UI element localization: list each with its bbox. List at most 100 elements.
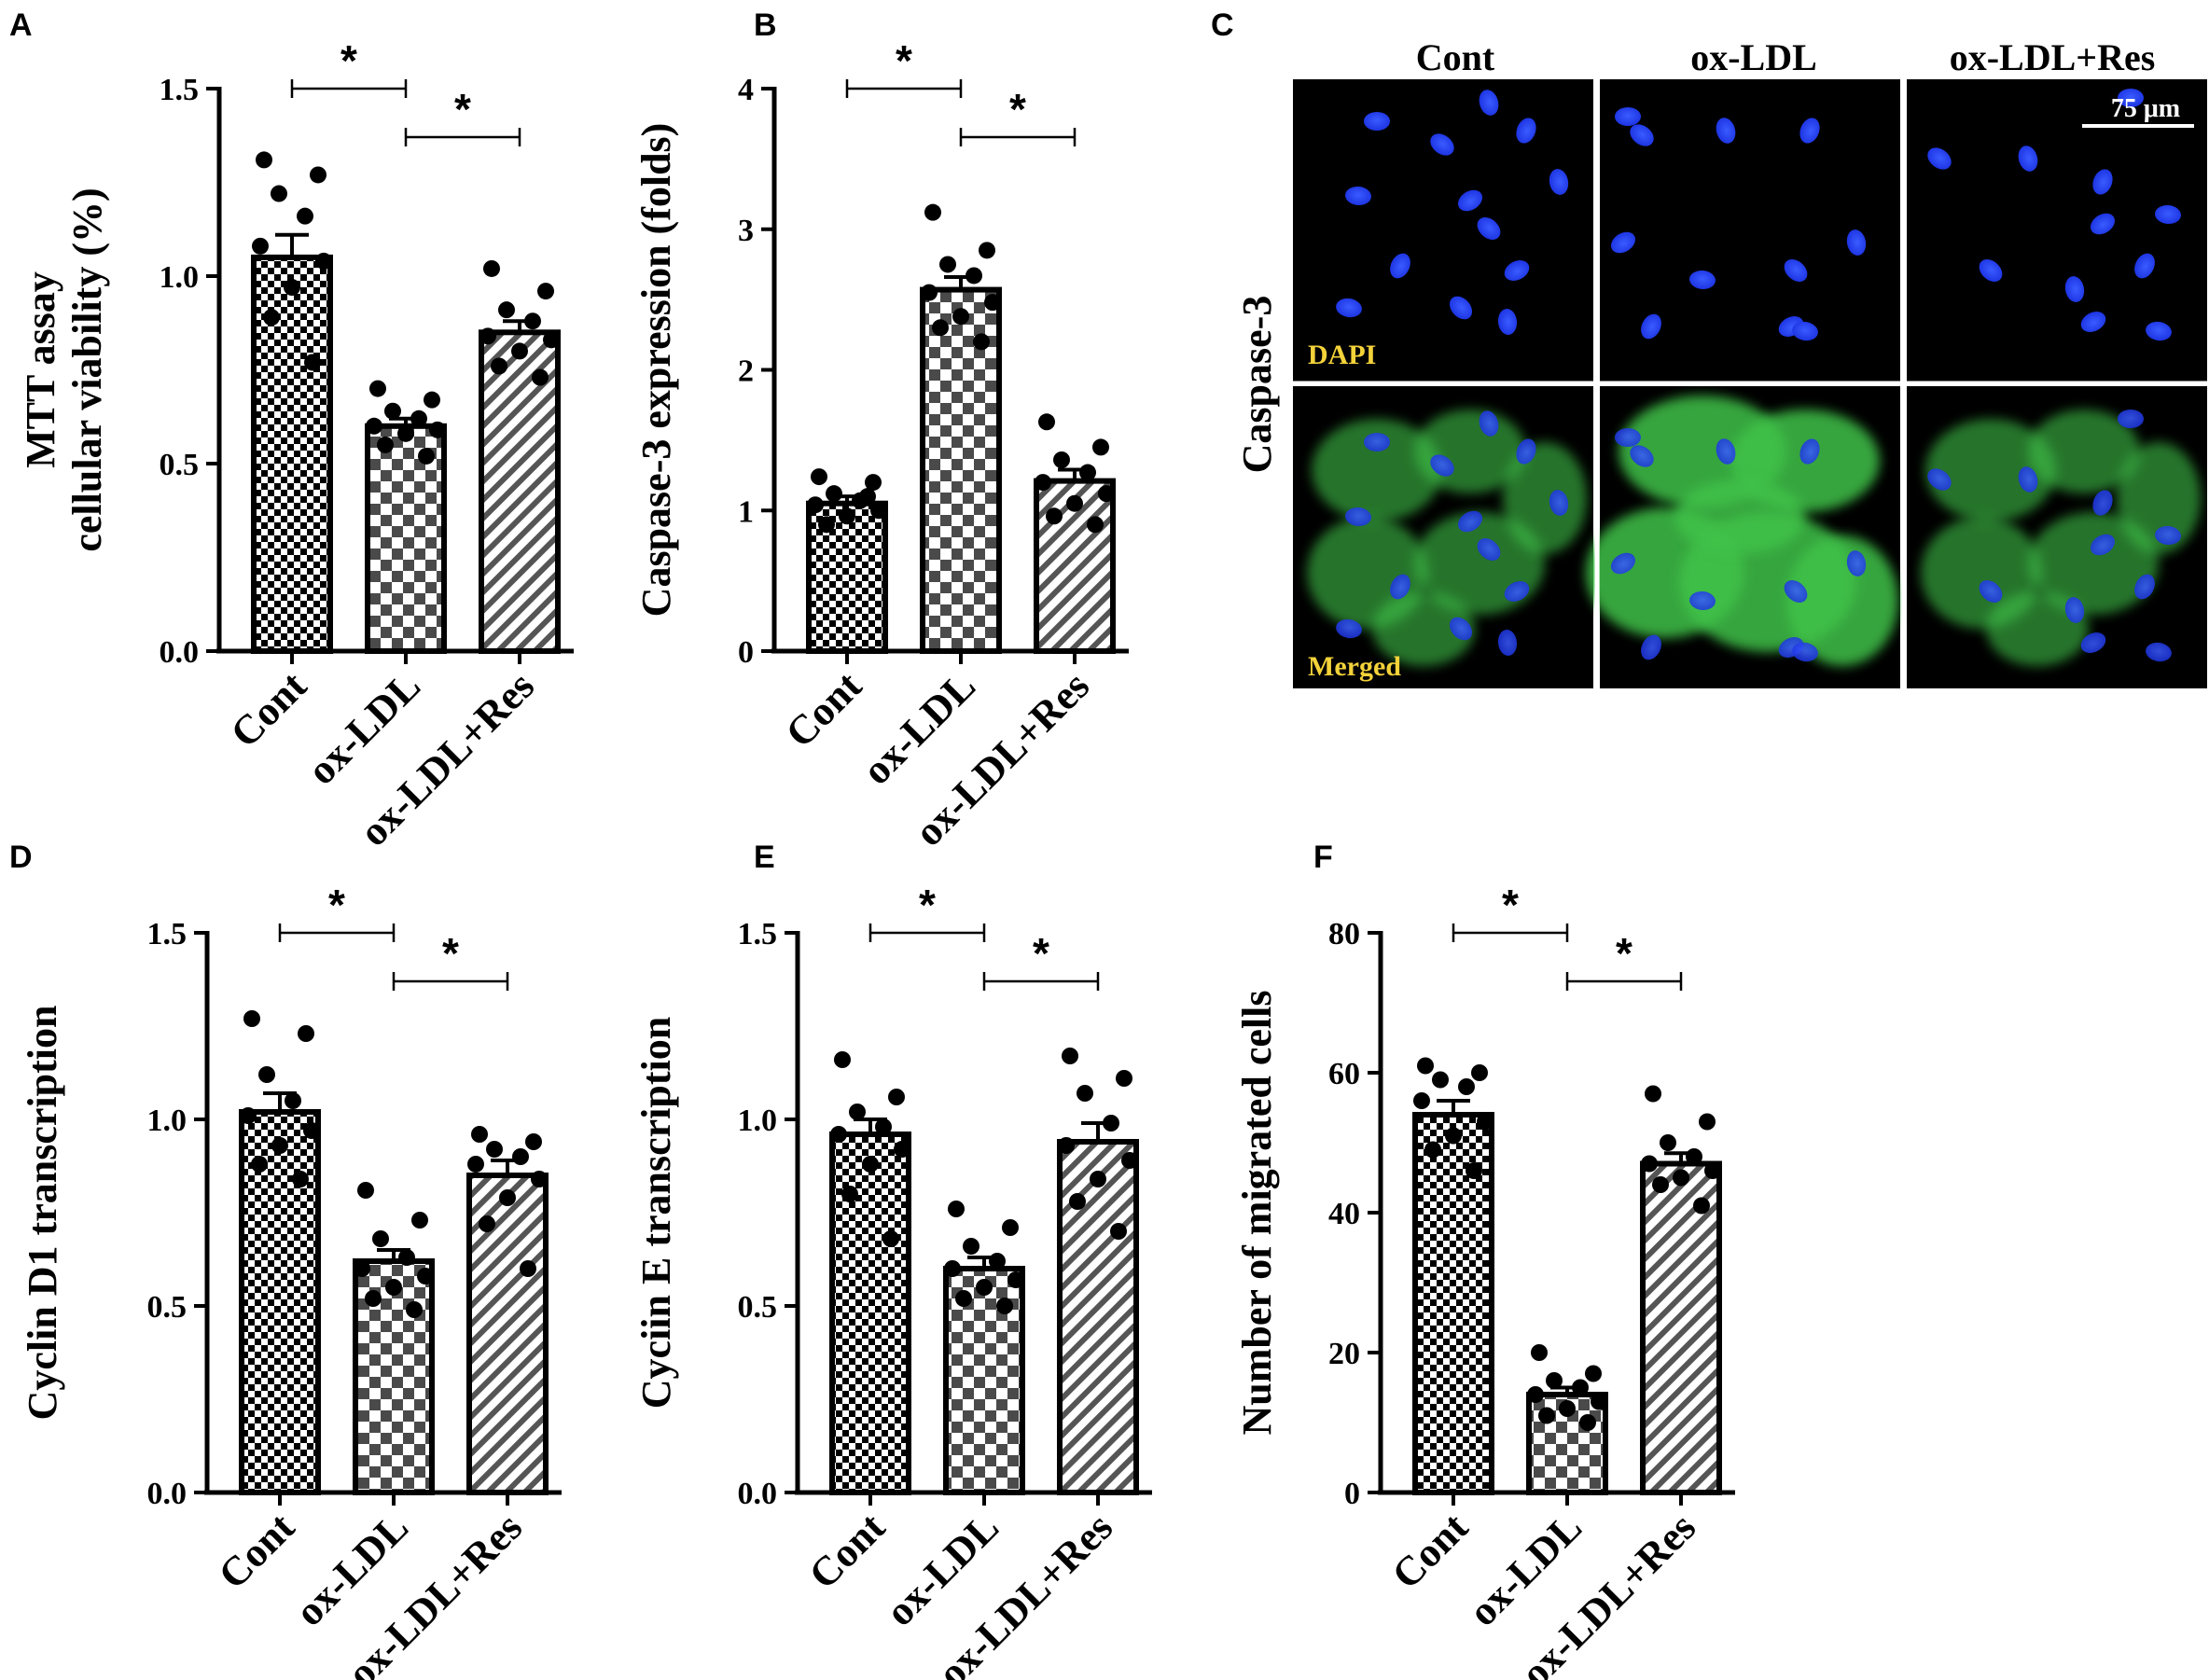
point-d-cont-7 xyxy=(251,1156,268,1173)
point-f-ox-ldl-res-5 xyxy=(1704,1162,1721,1179)
panel-label-c: C xyxy=(1211,7,1234,43)
point-e-cont-6 xyxy=(862,1156,879,1173)
sig-star-d-1: * xyxy=(442,929,459,978)
point-e-cont-7 xyxy=(841,1186,858,1202)
y-axis-label-e-0: Cyciin E transcription xyxy=(633,1017,679,1409)
point-f-ox-ldl-res-8 xyxy=(1693,1197,1710,1215)
point-e-cont-2 xyxy=(849,1104,866,1120)
point-b-ox-ldl-1 xyxy=(979,242,995,259)
point-e-ox-ldl-5 xyxy=(1007,1271,1024,1288)
micro-tile-merged-0 xyxy=(1293,386,1593,688)
point-f-ox-ldl-6 xyxy=(1559,1400,1576,1417)
point-e-cont-1 xyxy=(888,1089,905,1105)
micro-tile-bg-0-0 xyxy=(1293,79,1593,382)
point-e-cont-4 xyxy=(830,1126,847,1143)
nucleus-0-0-4 xyxy=(1457,189,1483,212)
point-a-cont-6 xyxy=(284,279,300,297)
sig-star-b-1: * xyxy=(1009,85,1026,133)
nucleus-1-1-2 xyxy=(1716,438,1736,465)
cytoskeleton-2-5 xyxy=(1986,591,2089,666)
bar-e-ox-ldl-res xyxy=(1057,1139,1139,1495)
nucleus-1-1-7 xyxy=(1846,550,1867,576)
point-e-ox-ldl-res-8 xyxy=(1110,1223,1127,1240)
nucleus-1-2-1 xyxy=(1927,468,1952,491)
nucleus-1-0-3 xyxy=(1516,438,1536,465)
cytoskeleton-2-0 xyxy=(1925,419,2056,521)
nucleus-0-0-11 xyxy=(1449,296,1473,320)
point-d-ox-ldl-res-1 xyxy=(525,1133,542,1150)
point-f-cont-4 xyxy=(1413,1092,1430,1109)
x-tick-label-a-cont: Cont xyxy=(222,662,316,757)
point-a-ox-ldl-res-5 xyxy=(543,331,560,349)
micro-tile-dapi-2 xyxy=(1907,79,2207,382)
y-tick-label-d-1: 0.5 xyxy=(147,1290,188,1325)
point-e-ox-ldl-1 xyxy=(1002,1219,1019,1236)
sig-star-e-1: * xyxy=(1033,929,1049,978)
point-e-cont-8 xyxy=(882,1230,899,1247)
bar-f-ox-ldl-res xyxy=(1640,1160,1722,1495)
nucleus-1-1-10 xyxy=(1792,642,1818,662)
y-tick-label-d-2: 1.0 xyxy=(147,1104,188,1138)
point-a-ox-ldl-1 xyxy=(424,391,440,409)
nucleus-1-0-7 xyxy=(1549,490,1569,516)
point-a-cont-1 xyxy=(310,166,326,184)
point-e-ox-ldl-3 xyxy=(989,1253,1006,1270)
point-d-ox-ldl-res-8 xyxy=(520,1260,536,1277)
point-f-ox-ldl-res-3 xyxy=(1686,1148,1702,1165)
point-b-ox-ldl-6 xyxy=(952,308,969,326)
point-a-ox-ldl-res-3 xyxy=(524,312,541,330)
nucleus-0-2-0 xyxy=(2118,89,2144,107)
point-b-cont-7 xyxy=(818,516,835,534)
point-a-cont-3 xyxy=(297,207,313,225)
point-a-ox-ldl-0 xyxy=(369,380,386,397)
point-f-ox-ldl-3 xyxy=(1572,1379,1589,1396)
nucleus-1-0-10 xyxy=(1336,618,1362,639)
point-e-ox-ldl-res-5 xyxy=(1121,1152,1138,1169)
micro-row-label: Caspase-3 xyxy=(1234,296,1280,474)
y-tick-label-b-3: 3 xyxy=(738,214,754,248)
nucleus-1-2-2 xyxy=(2018,466,2038,493)
nucleus-1-2-3 xyxy=(2092,490,2113,516)
point-a-ox-ldl-4 xyxy=(366,417,382,435)
point-e-ox-ldl-0 xyxy=(948,1201,965,1217)
y-axis-label-b-0: Caspase-3 expression (folds) xyxy=(633,123,679,618)
nucleus-0-2-3 xyxy=(2092,169,2113,195)
nucleus-0-2-7 xyxy=(2064,276,2085,302)
point-f-cont-7 xyxy=(1424,1141,1441,1159)
x-tick-label-e-cont: Cont xyxy=(800,1504,895,1598)
point-f-cont-0 xyxy=(1417,1057,1434,1075)
nucleus-0-1-1 xyxy=(1630,124,1654,146)
point-a-ox-ldl-2 xyxy=(384,402,401,420)
sig-star-b-0: * xyxy=(896,36,912,85)
point-d-cont-1 xyxy=(298,1025,314,1042)
sig-star-e-0: * xyxy=(919,881,936,929)
sig-star-a-1: * xyxy=(454,85,471,133)
x-tick-label-f-cont: Cont xyxy=(1383,1504,1478,1598)
point-f-cont-6 xyxy=(1445,1127,1462,1145)
point-b-ox-ldl-res-5 xyxy=(1098,485,1115,503)
nucleus-0-2-2 xyxy=(2018,146,2038,172)
microscopy-panel-c: Cont ox-LDL ox-LDL+Res Caspase-3 DAPI Me… xyxy=(1234,36,2207,688)
nucleus-1-0-9 xyxy=(1504,581,1530,602)
y-tick-label-d-3: 1.5 xyxy=(147,917,188,951)
point-f-ox-ldl-8 xyxy=(1579,1414,1596,1431)
panel-label-a: A xyxy=(9,7,33,43)
nucleus-1-1-8 xyxy=(1641,634,1661,660)
nucleus-0-2-9 xyxy=(2080,312,2106,332)
micro-col-header-1: ox-LDL xyxy=(1690,36,1817,78)
micro-col-header-2: ox-LDL+Res xyxy=(1950,36,2156,78)
nucleus-0-1-2 xyxy=(1716,118,1736,144)
point-b-ox-ldl-res-6 xyxy=(1066,494,1083,512)
point-d-cont-0 xyxy=(243,1010,260,1027)
nucleus-0-1-10 xyxy=(1792,321,1818,341)
point-d-ox-ldl-5 xyxy=(417,1268,434,1284)
point-d-ox-ldl-res-2 xyxy=(486,1141,503,1158)
nucleus-0-1-5 xyxy=(1689,270,1716,290)
point-b-ox-ldl-2 xyxy=(939,256,956,273)
point-a-ox-ldl-res-8 xyxy=(532,368,549,386)
point-b-ox-ldl-5 xyxy=(984,294,1001,312)
point-f-cont-8 xyxy=(1466,1162,1482,1179)
